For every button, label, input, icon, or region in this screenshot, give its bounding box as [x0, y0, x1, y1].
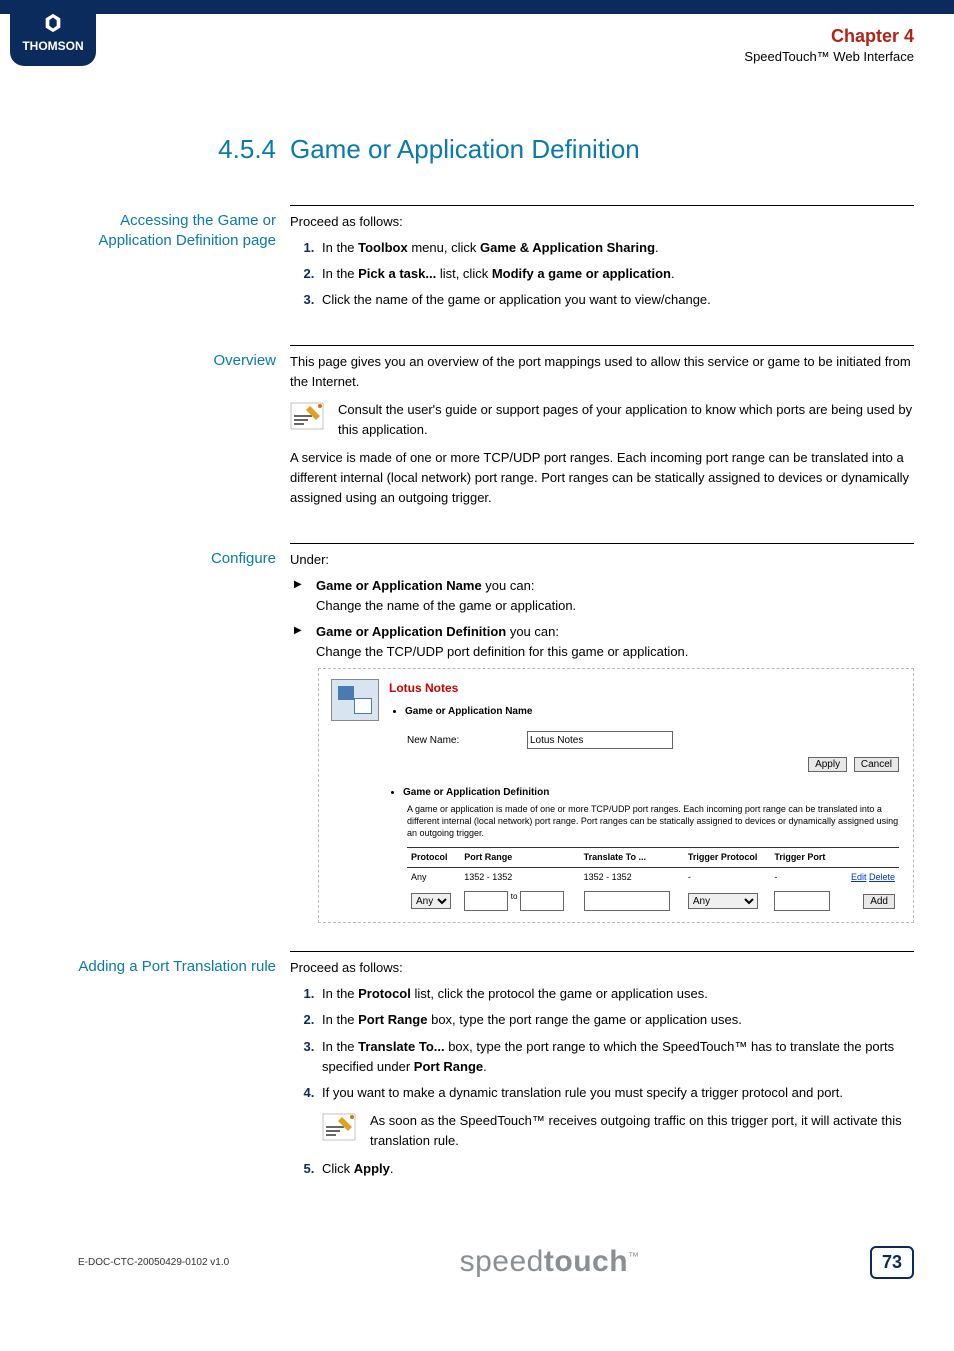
- delete-link[interactable]: Delete: [869, 872, 895, 882]
- ss-sub2: Game or Application Definition: [403, 785, 905, 801]
- note-icon: [290, 402, 324, 430]
- note-row: Consult the user's guide or support page…: [290, 400, 914, 440]
- bullet-name: Game or Application Name you can: Change…: [316, 576, 914, 616]
- th-port-range: Port Range: [460, 848, 579, 868]
- section2-body: This page gives you an overview of the p…: [290, 345, 914, 515]
- new-name-input[interactable]: [527, 731, 673, 749]
- edit-link[interactable]: Edit: [851, 872, 867, 882]
- step-2: In the Pick a task... list, click Modify…: [318, 264, 914, 284]
- configure-intro: Under:: [290, 550, 914, 570]
- add-row: Any to Any Add: [407, 888, 899, 914]
- section-title-row: 4.5.4 Game or Application Definition: [78, 134, 914, 165]
- header-right: Chapter 4 SpeedTouch™ Web Interface: [744, 26, 914, 64]
- section-number: 4.5.4: [78, 134, 290, 165]
- port-to-input[interactable]: [520, 891, 564, 911]
- side-label-configure: Configure: [78, 543, 290, 924]
- bullet-definition: Game or Application Definition you can: …: [316, 622, 914, 662]
- logo-icon: [42, 12, 64, 34]
- overview-p2: A service is made of one or more TCP/UDP…: [290, 448, 914, 508]
- page-number: 73: [870, 1246, 914, 1279]
- th-protocol: Protocol: [407, 848, 460, 868]
- note-icon: [322, 1113, 356, 1141]
- add-button[interactable]: Add: [863, 894, 895, 909]
- side-label-accessing: Accessing the Game or Application Defini…: [78, 205, 290, 317]
- add-step-1: In the Protocol list, click the protocol…: [318, 984, 914, 1004]
- port-table: Protocol Port Range Translate To ... Tri…: [407, 847, 899, 914]
- top-bar: [0, 0, 954, 14]
- port-from-input[interactable]: [464, 891, 508, 911]
- th-trigger-protocol: Trigger Protocol: [684, 848, 770, 868]
- doc-id: E-DOC-CTC-20050429-0102 v1.0: [78, 1257, 229, 1268]
- step-3: Click the name of the game or applicatio…: [318, 290, 914, 310]
- translate-input[interactable]: [584, 891, 670, 911]
- ss-title: Lotus Notes: [389, 679, 905, 698]
- note-text: Consult the user's guide or support page…: [338, 400, 914, 440]
- section4-intro: Proceed as follows:: [290, 958, 914, 978]
- trigger-port-input[interactable]: [774, 891, 830, 911]
- step-1: In the Toolbox menu, click Game & Applic…: [318, 238, 914, 258]
- new-name-label: New Name:: [407, 733, 527, 749]
- trigger-protocol-select[interactable]: Any: [688, 893, 758, 909]
- overview-p1: This page gives you an overview of the p…: [290, 352, 914, 392]
- apply-button[interactable]: Apply: [808, 757, 847, 772]
- protocol-select[interactable]: Any: [411, 893, 451, 909]
- add-step-5: Click Apply.: [318, 1159, 914, 1179]
- ss-sub1: Game or Application Name: [405, 704, 905, 720]
- th-trigger-port: Trigger Port: [770, 848, 841, 868]
- section4-body: Proceed as follows: In the Protocol list…: [290, 951, 914, 1185]
- side-label-overview: Overview: [78, 345, 290, 515]
- logo-text: THOMSON: [10, 39, 96, 53]
- add-step-2: In the Port Range box, type the port ran…: [318, 1010, 914, 1030]
- add-step-3: In the Translate To... box, type the por…: [318, 1037, 914, 1077]
- ss-desc: A game or application is made of one or …: [407, 804, 905, 839]
- cancel-button[interactable]: Cancel: [854, 757, 899, 772]
- thomson-logo: THOMSON: [10, 6, 96, 66]
- step4-note: As soon as the SpeedTouch™ receives outg…: [370, 1111, 914, 1151]
- chapter-title: Chapter 4: [744, 26, 914, 47]
- th-translate-to: Translate To ...: [580, 848, 684, 868]
- config-screenshot: Lotus Notes Game or Application Name New…: [318, 668, 914, 923]
- section1-body: Proceed as follows: In the Toolbox menu,…: [290, 205, 914, 317]
- chapter-subtitle: SpeedTouch™ Web Interface: [744, 49, 914, 64]
- to-label: to: [511, 892, 518, 901]
- section1-intro: Proceed as follows:: [290, 212, 914, 232]
- section-title: Game or Application Definition: [290, 134, 640, 165]
- side-label-adding: Adding a Port Translation rule: [78, 951, 290, 1185]
- section3-body: Under: Game or Application Name you can:…: [290, 543, 914, 924]
- footer: E-DOC-CTC-20050429-0102 v1.0 speedtouch™…: [0, 1245, 954, 1309]
- add-step-4: If you want to make a dynamic translatio…: [318, 1083, 914, 1151]
- brand-logo: speedtouch™: [460, 1245, 640, 1279]
- app-icon: [331, 679, 379, 721]
- table-row: Any 1352 - 1352 1352 - 1352 - - Edit Del…: [407, 868, 899, 888]
